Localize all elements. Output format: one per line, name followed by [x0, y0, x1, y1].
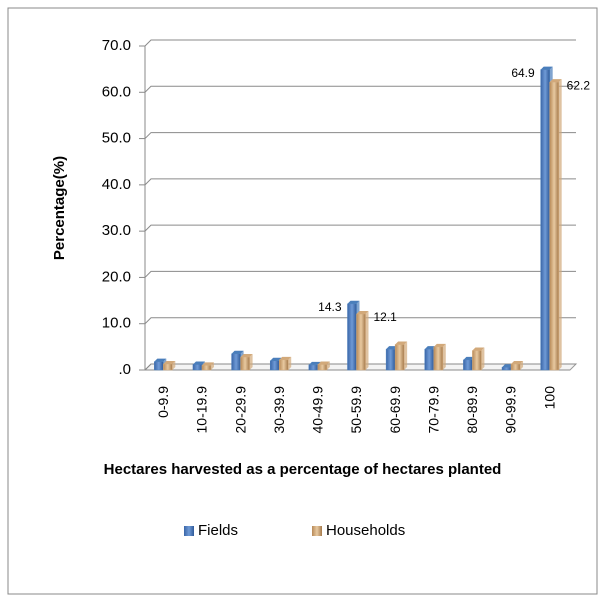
- x-tick-label: 10-19.9: [194, 386, 210, 434]
- y-tick-label: 20.0: [102, 268, 131, 285]
- bar-side: [520, 360, 524, 370]
- bar: [501, 366, 512, 371]
- bar-top: [511, 360, 524, 364]
- bar: [192, 364, 203, 371]
- bar-side: [288, 356, 292, 370]
- bar-top: [308, 361, 321, 365]
- y-tick-label: 40.0: [102, 176, 131, 193]
- x-tick-label: 20-29.9: [232, 386, 248, 434]
- x-tick-label: 0-9.9: [155, 386, 171, 418]
- data-label: 62.2: [567, 78, 591, 92]
- x-tick-label: 70-79.9: [425, 386, 441, 434]
- y-tick-label: 70.0: [102, 37, 131, 54]
- bar-top: [163, 360, 176, 364]
- bar: [424, 348, 435, 371]
- bar-top: [472, 347, 485, 351]
- bar-top: [240, 354, 253, 358]
- bar-top: [356, 310, 369, 314]
- bar-side: [442, 343, 446, 370]
- data-label: 14.3: [318, 300, 342, 314]
- bar: [433, 346, 444, 371]
- bar-top: [549, 79, 562, 83]
- bar-top: [433, 343, 446, 347]
- bar: [510, 363, 521, 371]
- bar-side: [558, 79, 562, 371]
- bar: [163, 363, 173, 371]
- bar: [240, 356, 250, 371]
- bar-side: [326, 361, 330, 370]
- bar-side: [210, 362, 214, 370]
- x-tick-label: 50-59.9: [348, 386, 364, 434]
- grid-line: [144, 317, 576, 325]
- bar-top: [201, 362, 214, 366]
- data-label: 64.9: [511, 66, 535, 80]
- grid-line: [144, 178, 576, 186]
- legend-label: Fields: [198, 522, 238, 539]
- bar: [347, 303, 357, 371]
- bar-side: [365, 310, 369, 370]
- bar-top: [347, 300, 360, 304]
- bar-top: [395, 341, 408, 345]
- bar: [269, 360, 280, 371]
- legend-swatch: [312, 526, 322, 536]
- bar: [308, 364, 319, 371]
- y-tick-label: 10.0: [102, 315, 131, 332]
- x-tick-label: 80-89.9: [464, 386, 480, 434]
- bar: [385, 348, 396, 371]
- y-tick-label: .0: [118, 361, 131, 378]
- bar-top: [192, 361, 205, 365]
- legend-swatch: [184, 526, 194, 536]
- bar-side: [249, 354, 253, 370]
- bar: [356, 313, 366, 371]
- grid-line: [144, 132, 576, 139]
- bar: [154, 361, 164, 371]
- bar-top: [317, 361, 330, 365]
- bar: [201, 365, 212, 371]
- bar-top: [231, 350, 244, 354]
- grid-line: [144, 270, 576, 278]
- chart-border: [7, 7, 598, 595]
- bar-top: [540, 66, 553, 70]
- bar-side: [172, 360, 176, 370]
- bar: [317, 364, 328, 371]
- y-tick-label: 30.0: [102, 222, 131, 239]
- bar: [278, 359, 289, 371]
- y-axis-title: Percentage(%): [51, 156, 68, 260]
- bar-side: [404, 341, 408, 370]
- data-label: 12.1: [374, 310, 398, 324]
- x-tick-label: 60-69.9: [387, 386, 403, 434]
- bar-side: [481, 347, 485, 370]
- bar: [394, 344, 405, 371]
- bar: [231, 353, 241, 371]
- bar: [472, 350, 482, 371]
- x-tick-label: 100: [541, 386, 557, 410]
- x-axis-title: Hectares harvested as a percentage of he…: [103, 461, 502, 478]
- bar-top: [154, 358, 167, 362]
- x-tick-label: 40-49.9: [310, 386, 326, 434]
- bar: [540, 69, 550, 371]
- x-tick-label: 30-39.9: [271, 386, 287, 434]
- bar: [463, 359, 473, 371]
- legend-label: Households: [326, 522, 405, 539]
- grid-line: [144, 39, 576, 47]
- grid-line: [144, 85, 576, 93]
- y-tick-label: 50.0: [102, 130, 131, 147]
- bar-top: [279, 356, 292, 360]
- y-tick-label: 60.0: [102, 83, 131, 100]
- grid-line: [144, 224, 576, 232]
- bar: [549, 81, 559, 371]
- x-tick-label: 90-99.9: [503, 386, 519, 434]
